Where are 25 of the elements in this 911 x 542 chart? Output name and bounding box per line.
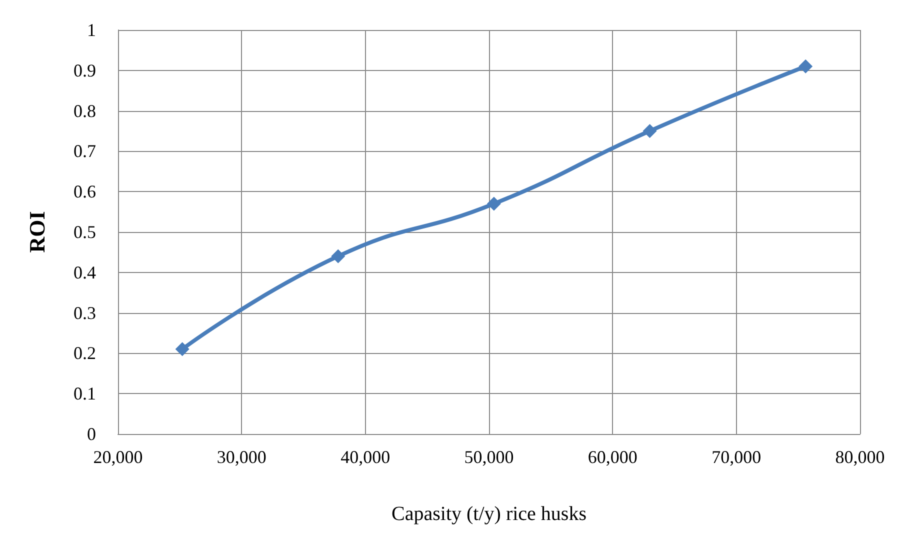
y-tick-label: 0.1 bbox=[74, 384, 96, 404]
point bbox=[175, 342, 190, 356]
y-tick-label: 0.9 bbox=[74, 60, 96, 80]
x-tick-label: 20,000 bbox=[93, 447, 143, 467]
x-tick-label: 80,000 bbox=[835, 447, 885, 467]
x-tick-label: 70,000 bbox=[712, 447, 762, 467]
y-tick-label: 0.4 bbox=[74, 262, 96, 282]
point bbox=[331, 249, 346, 264]
point bbox=[798, 59, 813, 74]
y-axis-title: ROI bbox=[24, 211, 50, 253]
point bbox=[642, 124, 657, 138]
y-tick-label: 0.8 bbox=[74, 100, 96, 121]
y-tick-label: 0 bbox=[87, 424, 96, 444]
y-tick-label: 0.5 bbox=[74, 222, 96, 242]
x-tick-label: 60,000 bbox=[588, 447, 638, 467]
y-tick-label: 1 bbox=[87, 20, 96, 40]
y-tick-label: 0.3 bbox=[74, 302, 96, 323]
y-tick-label: 0.7 bbox=[74, 141, 96, 162]
x-tick-label: 30,000 bbox=[216, 447, 266, 467]
y-tick-label: 0.6 bbox=[74, 182, 96, 202]
x-tick-label: 50,000 bbox=[464, 447, 514, 467]
y-tick-label: 0.2 bbox=[74, 343, 96, 364]
point bbox=[486, 196, 501, 211]
x-tick-label: 40,000 bbox=[340, 447, 390, 467]
x-axis-title: Capasity (t/y) rice husks bbox=[392, 503, 587, 525]
